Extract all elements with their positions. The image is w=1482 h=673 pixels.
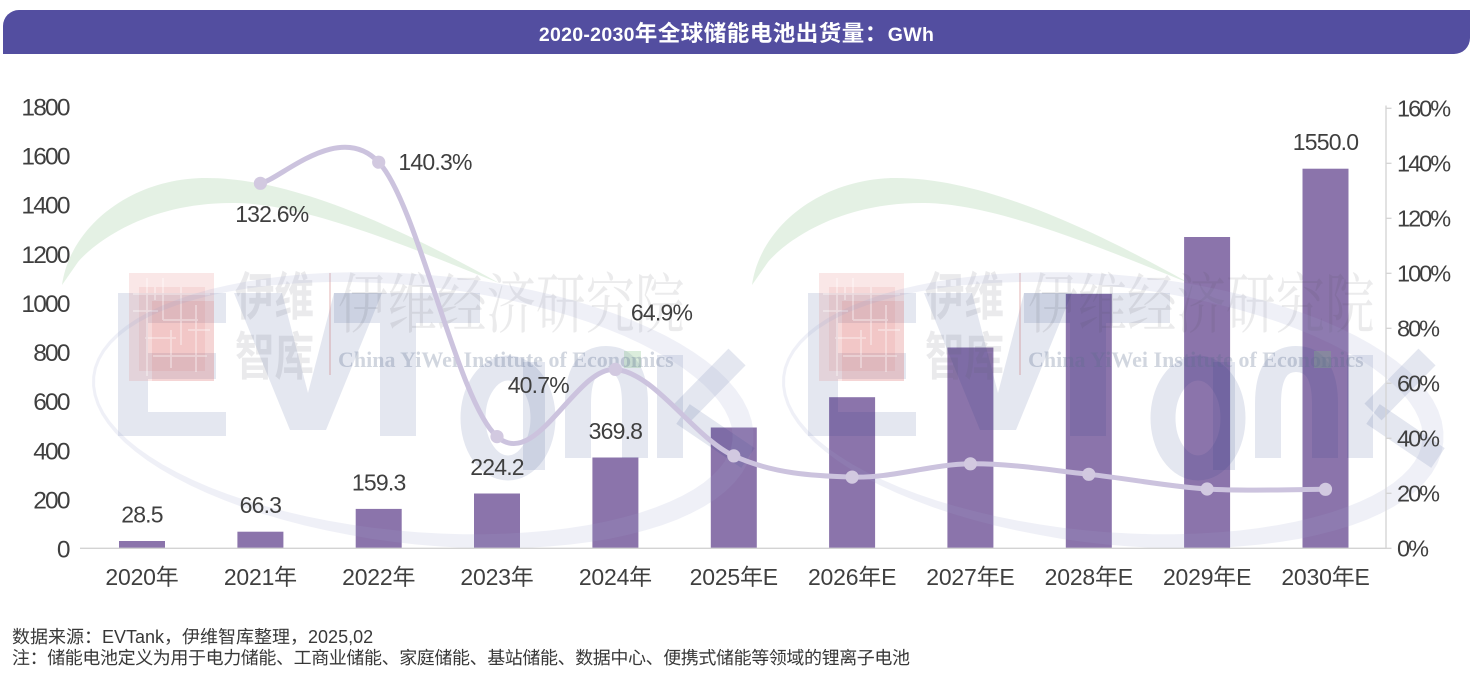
svg-text:智库: 智库 bbox=[925, 315, 1004, 390]
svg-text:1000: 1000 bbox=[21, 285, 69, 320]
svg-text:伊维经济研究院: 伊维经济研究院 bbox=[338, 252, 684, 347]
svg-text:1550.0: 1550.0 bbox=[1293, 123, 1359, 157]
svg-text:2026年E: 2026年E bbox=[808, 558, 896, 592]
svg-text:1400: 1400 bbox=[21, 187, 69, 222]
svg-text:600: 600 bbox=[33, 383, 70, 418]
svg-text:2030年E: 2030年E bbox=[1281, 558, 1369, 592]
svg-text:2022年: 2022年 bbox=[342, 558, 415, 592]
svg-text:140.3%: 140.3% bbox=[398, 143, 472, 177]
svg-text:224.2: 224.2 bbox=[470, 448, 524, 482]
svg-text:2025年E: 2025年E bbox=[690, 558, 778, 592]
svg-text:60%: 60% bbox=[1397, 365, 1440, 399]
svg-text:28.5: 28.5 bbox=[121, 496, 163, 530]
svg-text:伊维: 伊维 bbox=[925, 255, 1004, 330]
svg-text:2028年E: 2028年E bbox=[1045, 558, 1133, 592]
svg-text:369.8: 369.8 bbox=[589, 412, 643, 446]
svg-text:100%: 100% bbox=[1397, 255, 1451, 289]
svg-text:80%: 80% bbox=[1397, 310, 1440, 344]
svg-text:20%: 20% bbox=[1397, 475, 1440, 509]
svg-text:2027年E: 2027年E bbox=[926, 558, 1014, 592]
svg-text:1800: 1800 bbox=[21, 89, 69, 124]
svg-text:64.9%: 64.9% bbox=[631, 294, 693, 328]
svg-text:160%: 160% bbox=[1397, 90, 1451, 124]
svg-text:400: 400 bbox=[33, 432, 70, 467]
svg-text:伊维经济研究院: 伊维经济研究院 bbox=[1028, 252, 1374, 347]
svg-text:40.7%: 40.7% bbox=[508, 366, 570, 400]
svg-text:2029年E: 2029年E bbox=[1163, 558, 1251, 592]
svg-text:0: 0 bbox=[57, 531, 70, 566]
svg-text:132.6%: 132.6% bbox=[235, 195, 309, 229]
svg-text:0%: 0% bbox=[1397, 530, 1429, 564]
svg-text:2023年: 2023年 bbox=[460, 558, 533, 592]
svg-text:40%: 40% bbox=[1397, 420, 1440, 454]
svg-text:800: 800 bbox=[33, 334, 70, 369]
svg-text:China YiWei Institute of Econo: China YiWei Institute of Economics bbox=[1028, 347, 1364, 372]
svg-text:1600: 1600 bbox=[21, 138, 69, 173]
svg-text:2024年: 2024年 bbox=[579, 558, 652, 592]
svg-text:159.3: 159.3 bbox=[352, 463, 406, 497]
svg-text:66.3: 66.3 bbox=[240, 486, 282, 520]
svg-text:1200: 1200 bbox=[21, 236, 69, 271]
svg-text:120%: 120% bbox=[1397, 200, 1451, 234]
svg-text:智库: 智库 bbox=[235, 315, 314, 390]
svg-text:2021年: 2021年 bbox=[224, 558, 297, 592]
svg-text:China YiWei Institute of Econo: China YiWei Institute of Economics bbox=[338, 347, 674, 372]
svg-text:伊维: 伊维 bbox=[235, 255, 314, 330]
svg-text:140%: 140% bbox=[1397, 145, 1451, 179]
svg-text:200: 200 bbox=[33, 481, 70, 516]
svg-text:2020年: 2020年 bbox=[105, 558, 178, 592]
